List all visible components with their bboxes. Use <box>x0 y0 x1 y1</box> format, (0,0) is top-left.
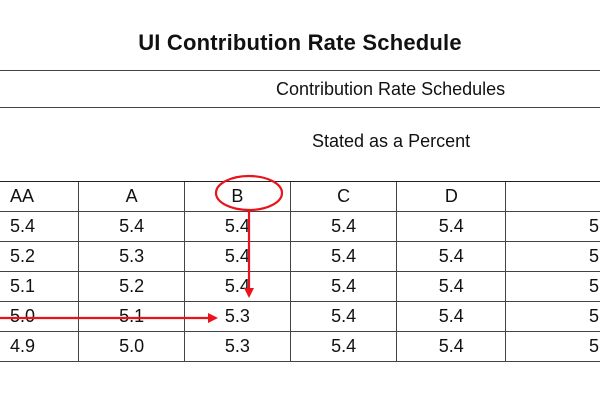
table-cell: 5.1 <box>0 271 79 302</box>
table-cell: 5.4 <box>78 211 185 242</box>
table-cell: 5.4 <box>505 271 600 302</box>
column-header-aa: AA <box>0 181 79 212</box>
table-cell: 5.4 <box>290 211 397 242</box>
table-cell: 5.1 <box>78 301 185 332</box>
table-cell: 5.4 <box>505 211 600 242</box>
table-cell: 5.4 <box>290 271 397 302</box>
table-cell: 5.0 <box>78 331 185 362</box>
table-cell: 5.4 <box>183 241 291 272</box>
table-cell: 5.4 <box>505 301 600 332</box>
table-cell: 5.4 <box>505 241 600 272</box>
page-title: UI Contribution Rate Schedule <box>138 30 462 55</box>
table-row: 5.4 5.4 5.4 5.4 5.4 5.4 <box>0 211 600 242</box>
table-cell: 5.4 <box>183 271 291 302</box>
column-header-e: E <box>505 181 600 212</box>
table-row: 5.1 5.2 5.4 5.4 5.4 5.4 <box>0 271 600 302</box>
table-cell: 5.0 <box>0 301 79 332</box>
table-header-row: AA A B C D E <box>0 181 600 212</box>
column-header-b: B <box>183 181 291 212</box>
rate-schedule-table: AA A B C D E 5.4 5.4 5.4 5.4 5.4 5.4 5.2… <box>0 181 600 362</box>
table-cell: 4.9 <box>0 331 79 362</box>
table-cell: 5.2 <box>78 271 185 302</box>
table-cell: 5.2 <box>0 241 79 272</box>
table-cell: 5.4 <box>505 331 600 362</box>
table-row: 4.9 5.0 5.3 5.4 5.4 5.4 <box>0 331 600 362</box>
column-header-a: A <box>78 181 185 212</box>
column-header-d: D <box>396 181 506 212</box>
table-row: 5.0 5.1 5.3 5.4 5.4 5.4 <box>0 301 600 332</box>
table-cell: 5.4 <box>396 331 506 362</box>
schedules-header: Contribution Rate Schedules <box>276 79 506 99</box>
table-cell: 5.3 <box>78 241 185 272</box>
stated-as-label: Stated as a Percent <box>312 131 471 151</box>
table-cell: 5.4 <box>396 301 506 332</box>
table-row: 5.2 5.3 5.4 5.4 5.4 5.4 <box>0 241 600 272</box>
table-cell: 5.4 <box>183 211 291 242</box>
table-cell: 5.4 <box>290 331 397 362</box>
column-header-c: C <box>290 181 397 212</box>
divider-top <box>0 70 600 71</box>
table-cell: 5.4 <box>0 211 79 242</box>
table-cell: 5.3 <box>183 331 291 362</box>
table-cell: 5.3 <box>183 301 291 332</box>
table-cell: 5.4 <box>396 211 506 242</box>
table-cell: 5.4 <box>396 271 506 302</box>
table-cell: 5.4 <box>290 241 397 272</box>
table-cell: 5.4 <box>396 241 506 272</box>
divider-middle <box>0 107 600 108</box>
table-cell: 5.4 <box>290 301 397 332</box>
